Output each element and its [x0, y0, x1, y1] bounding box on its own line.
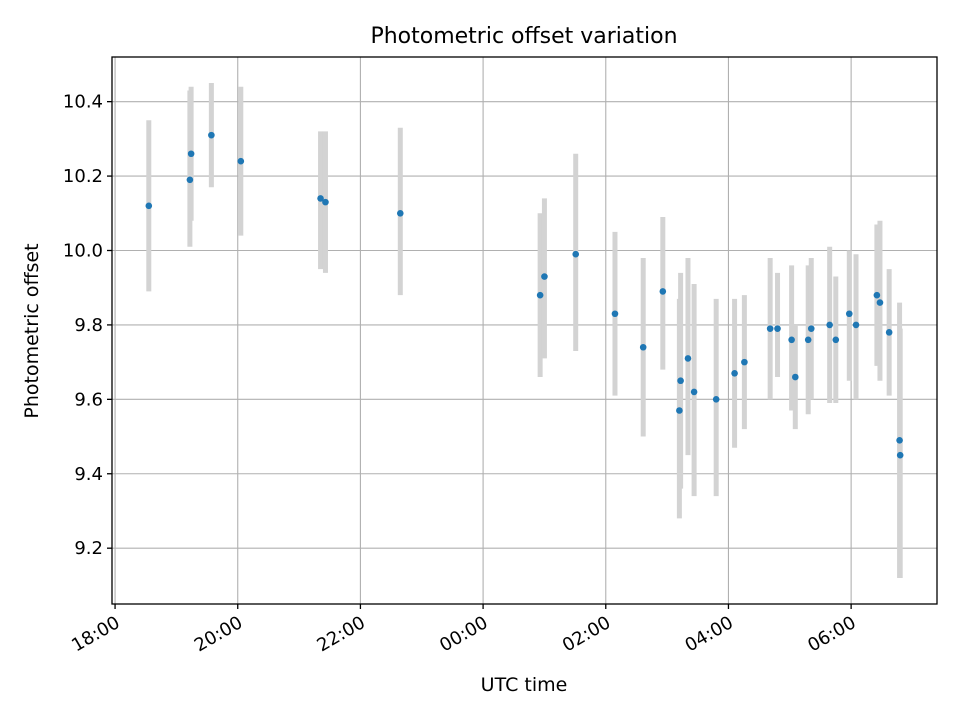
grid-lines	[112, 57, 937, 604]
data-point	[684, 355, 692, 362]
data-points	[145, 131, 904, 459]
y-ticks: 9.2 9.4 9.6 9.8 10.0 10.2 10.4	[63, 92, 112, 559]
data-point	[807, 325, 815, 332]
data-point	[804, 336, 812, 344]
data-point	[572, 250, 580, 258]
y-tick-label: 9.8	[74, 315, 103, 336]
x-tick-label: 04:00	[682, 612, 737, 656]
x-tick-label: 02:00	[559, 612, 614, 656]
data-point	[237, 157, 245, 165]
x-tick-label: 18:00	[68, 612, 123, 656]
x-tick-label: 06:00	[804, 612, 859, 656]
data-point	[896, 436, 903, 444]
x-ticks: 18:00 20:00 22:00 00:00 02:00 04:00 06:00	[68, 604, 860, 656]
data-point	[187, 150, 195, 158]
data-point	[832, 336, 840, 344]
data-point	[690, 388, 698, 396]
data-point	[826, 321, 833, 329]
y-tick-label: 10.4	[63, 92, 103, 113]
data-point	[741, 358, 748, 366]
data-point	[792, 373, 799, 381]
data-point	[885, 329, 893, 336]
data-point	[774, 325, 781, 332]
y-tick-label: 10.0	[63, 240, 103, 261]
data-point	[639, 343, 647, 351]
data-point	[186, 176, 194, 184]
data-point	[317, 195, 324, 202]
data-point	[396, 209, 404, 217]
data-point	[536, 291, 544, 299]
y-tick-label: 9.4	[74, 464, 103, 485]
x-tick-label: 20:00	[191, 612, 246, 656]
data-point	[788, 336, 795, 344]
error-bars	[146, 83, 903, 578]
x-axis-label: UTC time	[481, 674, 568, 696]
x-tick-label: 00:00	[436, 612, 491, 656]
data-point	[659, 288, 667, 295]
data-point	[322, 198, 329, 206]
y-tick-label: 9.2	[74, 538, 103, 559]
data-point	[876, 299, 884, 306]
data-point	[676, 407, 683, 414]
chart-title: Photometric offset variation	[370, 24, 677, 49]
data-point	[845, 310, 853, 318]
data-point	[541, 273, 548, 280]
data-point	[208, 131, 215, 139]
y-axis-label: Photometric offset	[21, 243, 43, 418]
data-point	[677, 377, 684, 385]
data-point	[731, 369, 738, 377]
plot-frame	[111, 56, 938, 605]
data-point	[712, 396, 720, 403]
data-point	[896, 451, 904, 459]
data-point	[145, 202, 153, 210]
data-point	[873, 291, 881, 299]
data-point	[766, 325, 774, 332]
y-tick-label: 9.6	[74, 389, 103, 410]
x-tick-label: 22:00	[313, 612, 368, 656]
y-tick-label: 10.2	[63, 166, 103, 187]
data-point	[611, 310, 619, 318]
data-point	[852, 321, 860, 329]
